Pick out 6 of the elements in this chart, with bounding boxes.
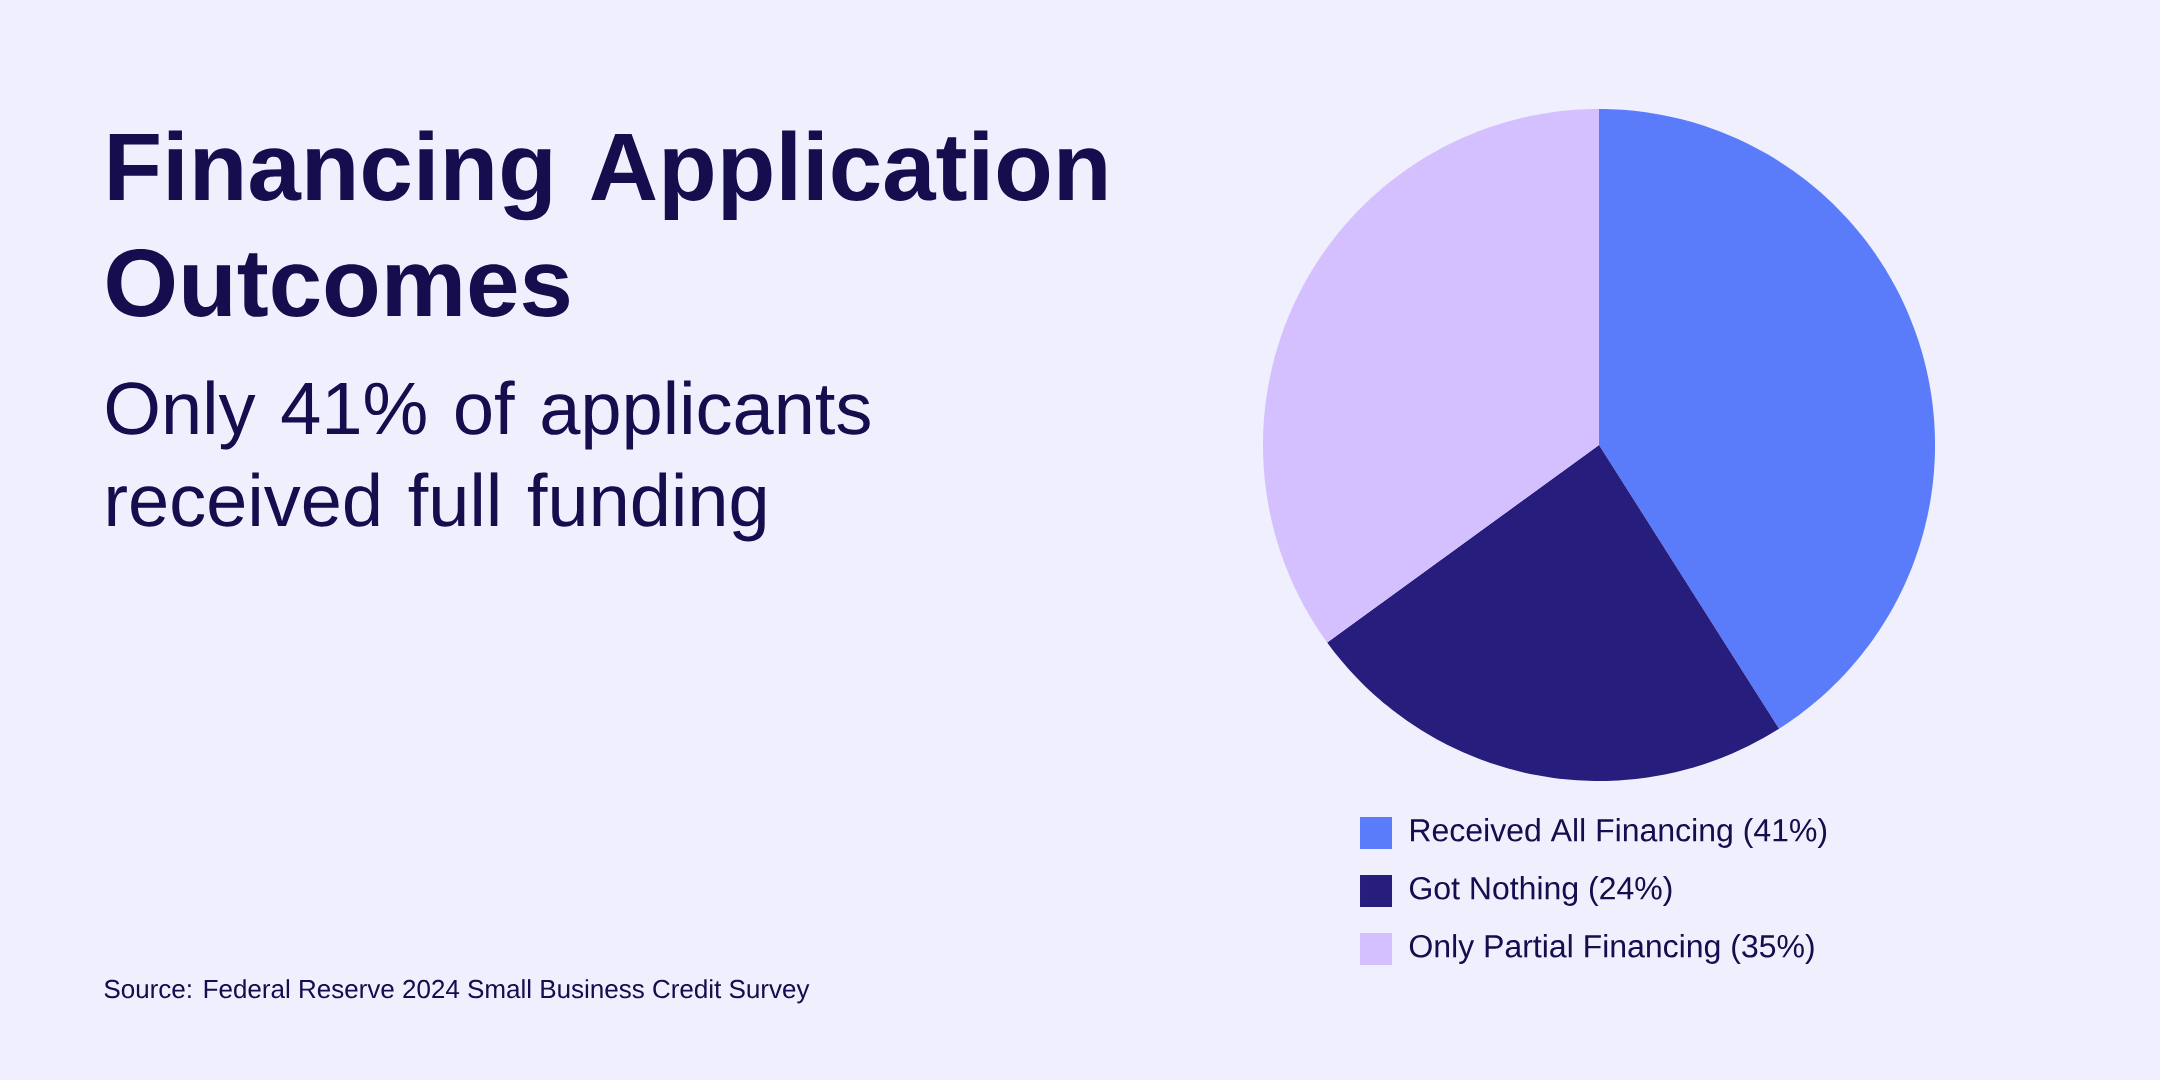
- legend-label: Only Partial Financing (35%): [1409, 934, 1814, 964]
- text: Only 41% of applicants received full funding: [106, 380, 870, 542]
- text: Financing Application Outcomes: [107, 130, 1106, 317]
- legend-label: Got Nothing (24%): [1410, 876, 1672, 906]
- legend-label: Received All Financing (41%): [1411, 818, 1827, 848]
- source-note: Source: Federal Reserve 2024 Small Business Credit Survey: [104, 979, 810, 1004]
